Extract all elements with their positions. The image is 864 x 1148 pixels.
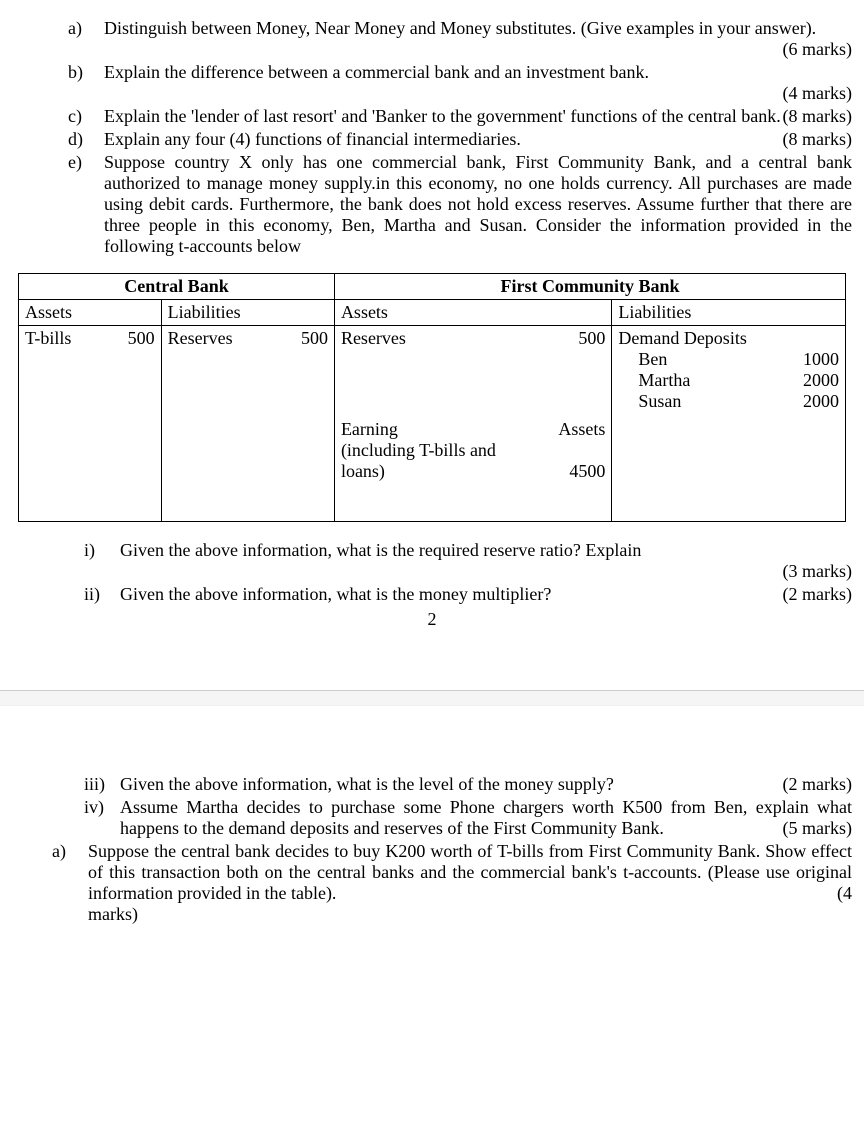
cb-liab1-value: 500 — [301, 328, 328, 349]
fcb-asset1-label: Reserves — [341, 328, 406, 348]
question-b: b) Explain the difference between a comm… — [68, 62, 852, 104]
document-page: a) Distinguish between Money, Near Money… — [0, 0, 864, 925]
t-accounts-table: Central Bank First Community Bank Assets… — [18, 273, 846, 522]
sub-ii: ii) Given the above information, what is… — [84, 584, 852, 605]
marks-ii: (2 marks) — [783, 584, 852, 605]
dep2-name: Martha — [638, 370, 690, 390]
marker-iii: iii) — [84, 774, 105, 795]
question-list: a) Distinguish between Money, Near Money… — [68, 18, 852, 257]
dep1-name: Ben — [638, 349, 667, 369]
marker-iv: iv) — [84, 797, 104, 818]
cb-liab-label: Liabilities — [161, 300, 334, 326]
bottom-a: a) Suppose the central bank decides to b… — [52, 841, 852, 925]
marks-bottom-a: (4 — [837, 883, 852, 904]
text-iii: Given the above information, what is the… — [120, 774, 614, 794]
fcb-assets-cell: Reserves 500 Earning Assets (including T… — [334, 326, 611, 522]
text-e: Suppose country X only has one commercia… — [104, 152, 852, 256]
marker-i: i) — [84, 540, 95, 561]
marker-c: c) — [68, 106, 82, 127]
marker-a: a) — [68, 18, 82, 39]
text-bottom-a: Suppose the central bank decides to buy … — [88, 841, 852, 903]
cb-asset1-label: T-bills — [25, 328, 71, 348]
marks-iii: (2 marks) — [783, 774, 852, 795]
question-d: d) Explain any four (4) functions of fin… — [68, 129, 852, 150]
text-b: Explain the difference between a commerc… — [104, 62, 649, 82]
page-2-content: iii) Given the above information, what i… — [12, 774, 852, 925]
sub-question-list-2: iii) Given the above information, what i… — [84, 774, 852, 839]
text-d: Explain any four (4) functions of financ… — [104, 129, 521, 149]
t-accounts-table-wrap: Central Bank First Community Bank Assets… — [18, 273, 846, 522]
bottom-question-list: a) Suppose the central bank decides to b… — [52, 841, 852, 925]
fcb-liab-header: Demand Deposits — [618, 328, 839, 349]
sub-iv: iv) Assume Martha decides to purchase so… — [84, 797, 852, 839]
fcb-asset1-value: 500 — [578, 328, 605, 349]
marks-d: (8 marks) — [783, 129, 852, 150]
sub-iii: iii) Given the above information, what i… — [84, 774, 852, 795]
text-i: Given the above information, what is the… — [120, 540, 641, 560]
marks-bottom-a2: marks) — [88, 904, 852, 925]
cb-asset1-value: 500 — [128, 328, 155, 349]
fcb-assets-label: Assets — [334, 300, 611, 326]
fcb-liab-label: Liabilities — [612, 300, 846, 326]
text-a: Distinguish between Money, Near Money an… — [104, 18, 816, 38]
cb-liab-cell: Reserves 500 — [161, 326, 334, 522]
text-ii: Given the above information, what is the… — [120, 584, 551, 604]
marks-i: (3 marks) — [783, 561, 852, 582]
dep3-value: 2000 — [803, 391, 839, 412]
fcb-asset2-l1r: Assets — [558, 419, 605, 440]
marker-bottom-a: a) — [52, 841, 66, 862]
marker-e: e) — [68, 152, 82, 173]
page-number: 2 — [12, 609, 852, 630]
fcb-asset2-value: 4500 — [569, 461, 605, 482]
dep1-value: 1000 — [803, 349, 839, 370]
sub-question-list-1: i) Given the above information, what is … — [84, 540, 852, 605]
marker-b: b) — [68, 62, 83, 83]
text-iv: Assume Martha decides to purchase some P… — [120, 797, 852, 838]
dep3-name: Susan — [638, 391, 681, 411]
fcb-asset2-l2: (including T-bills and — [341, 440, 605, 461]
marks-iv: (5 marks) — [783, 818, 852, 839]
question-e: e) Suppose country X only has one commer… — [68, 152, 852, 257]
sub-i: i) Given the above information, what is … — [84, 540, 852, 582]
header-central-bank: Central Bank — [19, 274, 335, 300]
page-break — [12, 630, 852, 770]
dep2-value: 2000 — [803, 370, 839, 391]
text-c: Explain the 'lender of last resort' and … — [104, 106, 781, 126]
question-c: c) Explain the 'lender of last resort' a… — [68, 106, 852, 127]
header-fcb: First Community Bank — [334, 274, 845, 300]
marker-ii: ii) — [84, 584, 100, 605]
marker-d: d) — [68, 129, 83, 150]
marks-b: (4 marks) — [783, 83, 852, 104]
cb-assets-cell: T-bills 500 — [19, 326, 162, 522]
marks-a: (6 marks) — [783, 39, 852, 60]
marks-c: (8 marks) — [783, 106, 852, 127]
question-a: a) Distinguish between Money, Near Money… — [68, 18, 852, 60]
cb-liab1-label: Reserves — [168, 328, 233, 348]
fcb-asset2-l3: loans) — [341, 461, 385, 481]
fcb-asset2-l1: Earning — [341, 419, 398, 439]
fcb-liab-cell: Demand Deposits Ben 1000 Martha 2000 Sus… — [612, 326, 846, 522]
cb-assets-label: Assets — [19, 300, 162, 326]
